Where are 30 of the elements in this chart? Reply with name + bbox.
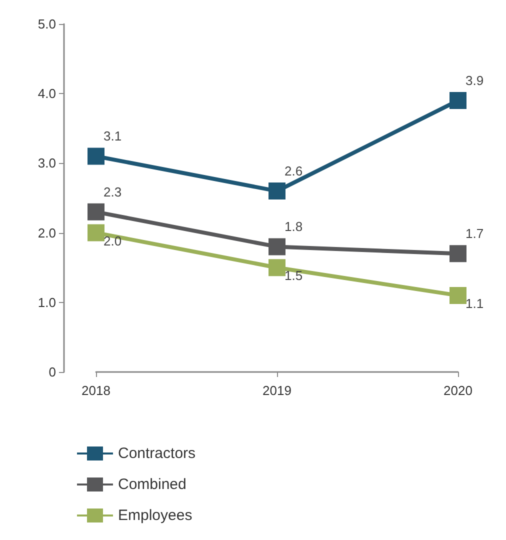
y-tick-label: 3.0 [38,156,56,171]
data-label: 2.0 [104,233,122,248]
point [268,182,286,200]
data-label: 2.3 [104,184,122,200]
x-tick-label: 2019 [262,383,292,398]
y-tick-label: 4.0 [38,86,56,102]
data-label: 1.1 [466,296,484,311]
point [88,203,104,220]
y-tick-label: 2.0 [38,225,56,240]
point [450,245,466,262]
legend-label: Employees [118,507,192,524]
point [88,148,104,165]
point [88,224,104,242]
point [268,238,286,256]
x-tick-label: 2018 [82,383,110,398]
data-label: 1.7 [466,226,484,242]
data-label: 1.8 [284,219,303,234]
y-tick-label: 0 [48,364,56,380]
data-label: 3.9 [466,73,484,88]
y-tick-label: 5.0 [38,16,56,32]
point [268,259,286,276]
data-label: 2.6 [284,164,303,179]
data-label: 3.1 [104,128,122,144]
x-tick-label: 2020 [444,383,472,398]
point [450,92,466,110]
data-label: 1.5 [284,268,303,284]
legend-label: Combined [118,476,186,493]
legend-label: Contractors [118,445,196,462]
y-tick-label: 1.0 [38,294,56,310]
point [450,286,466,304]
